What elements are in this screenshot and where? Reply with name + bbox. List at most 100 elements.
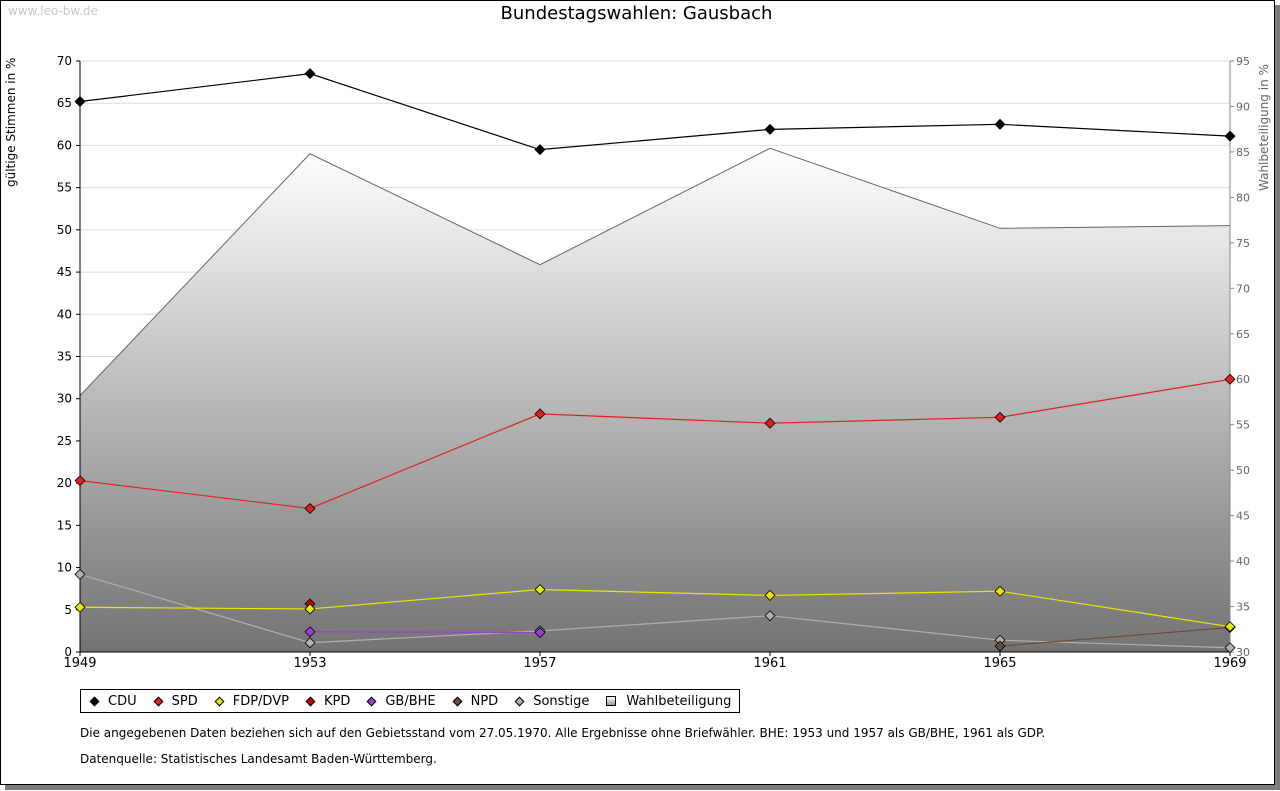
x-tick-label: 1965 [983,656,1016,671]
y-tick-label-left: 25 [57,434,72,448]
data-point-sonstige [764,610,776,622]
data-point-npd [994,640,1006,652]
x-tick-label: 1961 [753,656,786,671]
series-line-fdp-dvp [79,588,1231,628]
y-tick-label-left: 10 [57,561,72,575]
y-tick-label-left: 35 [57,350,72,364]
data-point-sonstige [74,568,86,580]
y-tick-label-right: 90 [1236,100,1250,113]
data-point-sonstige [1224,642,1236,654]
data-point-sonstige [994,634,1006,646]
series-line-spd [79,378,1231,510]
legend-item-gbbhe: GB/BHE [364,693,436,709]
x-tick-label: 1957 [523,656,556,671]
turnout-area [80,148,1230,653]
y-tick-label-left: 20 [57,476,72,490]
data-point-cdu [74,96,86,108]
data-point-fdp-dvp [994,585,1006,597]
legend-item-sonstige: Sonstige [512,694,589,709]
series-fdp-dvp [74,584,1236,633]
legend-label-spd: SPD [171,693,198,709]
y-tick-label-right: 85 [1236,146,1250,159]
data-point-gb-bhe [534,627,546,639]
data-point-cdu [534,144,546,156]
series-cdu [74,68,1236,156]
y-tick-label-right: 70 [1236,282,1250,295]
y-tick-label-left: 45 [57,265,72,279]
legend-label-kpd: KPD [323,693,351,709]
x-tick-label: 1949 [63,656,96,671]
data-point-spd [764,417,776,429]
series-gb-bhe [304,626,546,639]
y-tick-label-right: 40 [1236,555,1250,568]
chart-legend: CDU SPD FDP/DVP KPD GB/BHE NPD Sonstige … [80,689,741,713]
data-point-spd [994,411,1006,423]
data-point-spd [534,408,546,420]
data-point-fdp-dvp [304,603,316,615]
x-tick-label: 1969 [1213,656,1246,671]
data-point-spd [304,502,316,514]
y-tick-label-right: 95 [1236,55,1250,68]
y-tick-label-left: 60 [57,138,72,152]
y-tick-label-right: 65 [1236,328,1250,341]
legend-marker-kpd [305,696,316,706]
legend-marker-cdu [89,696,100,706]
legend-item-kpd: KPD [303,694,350,709]
series-line-sonstige [79,573,1231,649]
x-tick-label: 1953 [293,656,326,671]
y-tick-label-right: 60 [1236,373,1250,386]
legend-item-spd: SPD [151,694,198,709]
note-text: Die angegebenen Daten beziehen sich auf … [80,726,1046,740]
y-tick-label-right: 80 [1236,191,1250,204]
data-point-cdu [1224,130,1236,142]
y-tick-label-left: 50 [57,223,72,237]
data-point-fdp-dvp [1224,621,1236,633]
series-line-cdu [79,73,1231,151]
y-tick-label-left: 30 [57,392,72,406]
y-tick-label-right: 30 [1236,646,1250,659]
y-tick-label-left: 65 [57,96,72,110]
y-tick-label-left: 0 [64,645,72,659]
y-tick-label-right: 35 [1236,601,1250,614]
legend-marker-spd [153,696,164,706]
y-tick-label-right: 75 [1236,237,1250,250]
y-tick-label-right: 50 [1236,464,1250,477]
legend-label-gbbhe: GB/BHE [385,693,436,709]
series-line-npd [999,626,1231,647]
legend-item-cdu: CDU [87,694,137,709]
data-point-cdu [764,123,776,135]
legend-label-wahlbeteiligung: Wahlbeteiligung [626,693,732,709]
legend-label-cdu: CDU [108,693,137,709]
series-sonstige [74,568,1236,654]
data-point-fdp-dvp [74,601,86,613]
series-line-gb-bhe [309,631,541,634]
legend-label-npd: NPD [470,693,499,709]
legend-marker-npd [452,696,463,706]
chart-title: Bundestagswahlen: Gausbach [500,3,773,24]
y-tick-label-left: 5 [64,603,72,617]
legend-swatch-wahlbeteiligung [606,696,617,706]
legend-item-fdp: FDP/DVP [212,694,289,709]
legend-marker-fdp [214,696,225,706]
data-point-spd [74,475,86,487]
data-point-sonstige [304,637,316,649]
y-tick-label-left: 70 [57,54,72,68]
legend-label-fdp: FDP/DVP [232,693,289,709]
legend-item-npd: NPD [450,693,499,709]
legend-marker-sonstige [514,696,525,706]
data-point-fdp-dvp [534,584,546,596]
watermark: www.leo-bw.de [8,4,98,18]
y-tick-label-left: 40 [57,307,72,321]
legend-item-wahlbeteiligung: Wahlbeteiligung [603,694,731,709]
legend-marker-gbbhe [366,696,377,706]
y-tick-label-left: 55 [57,181,72,195]
y-tick-label-right: 45 [1236,510,1250,523]
series-spd [74,373,1236,514]
legend-label-sonstige: Sonstige [533,693,590,709]
source-text: Datenquelle: Statistisches Landesamt Bad… [80,752,437,766]
data-point-gb-bhe [304,626,316,638]
y-tick-label-left: 15 [57,518,72,532]
data-point-cdu [994,118,1006,130]
